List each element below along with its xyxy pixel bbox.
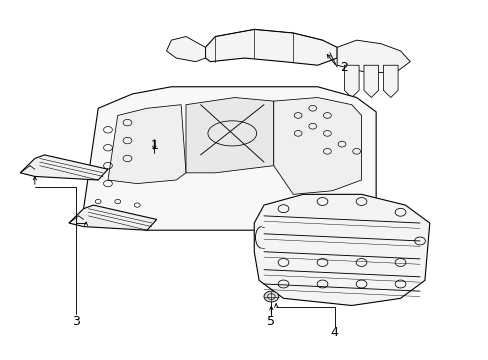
- Polygon shape: [166, 37, 205, 62]
- Polygon shape: [336, 40, 409, 72]
- Text: 3: 3: [72, 315, 80, 328]
- Text: 1: 1: [150, 139, 158, 152]
- Polygon shape: [205, 30, 336, 65]
- Polygon shape: [185, 98, 273, 173]
- Text: 4: 4: [330, 326, 338, 339]
- Polygon shape: [20, 155, 108, 180]
- Polygon shape: [83, 87, 375, 230]
- Polygon shape: [363, 65, 378, 98]
- Polygon shape: [383, 65, 397, 98]
- Text: 2: 2: [340, 60, 347, 73]
- Circle shape: [264, 291, 278, 302]
- Polygon shape: [108, 105, 185, 184]
- Polygon shape: [273, 98, 361, 194]
- Text: 5: 5: [267, 315, 275, 328]
- Polygon shape: [344, 65, 358, 98]
- Polygon shape: [254, 194, 429, 306]
- Polygon shape: [69, 205, 157, 230]
